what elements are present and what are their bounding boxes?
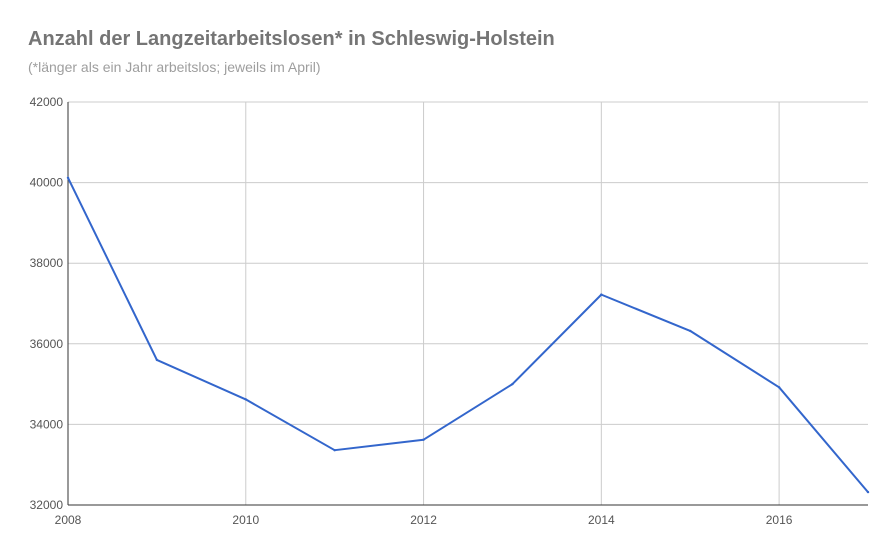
data-point — [511, 382, 514, 386]
x-tick-label: 2014 — [588, 513, 615, 527]
x-tick-label: 2008 — [55, 513, 82, 527]
series-line — [67, 176, 869, 494]
x-tick-label: 2016 — [766, 513, 793, 527]
data-point — [66, 176, 70, 179]
axes — [67, 102, 868, 506]
data-point — [244, 398, 247, 401]
y-tick-label: 38000 — [30, 256, 64, 270]
x-tick-label: 2010 — [232, 513, 259, 527]
y-tick-label: 34000 — [30, 417, 64, 431]
data-point — [866, 490, 870, 494]
grid-lines — [68, 101, 868, 505]
series-layer — [66, 176, 870, 494]
y-tick-label: 32000 — [30, 498, 64, 512]
data-point — [422, 438, 425, 441]
data-point — [689, 329, 692, 333]
y-tick-label: 40000 — [30, 176, 64, 190]
chart-title: Anzahl der Langzeitarbeitslosen* in Schl… — [28, 28, 555, 50]
data-point — [155, 358, 159, 362]
x-tick-label: 2012 — [410, 513, 437, 527]
chart-subtitle: (*länger als ein Jahr arbeitslos; jeweil… — [28, 59, 321, 75]
data-point — [777, 386, 781, 389]
y-tick-label: 42000 — [30, 95, 64, 109]
y-tick-label: 36000 — [30, 337, 64, 351]
data-point — [333, 448, 336, 452]
data-point — [600, 293, 603, 296]
